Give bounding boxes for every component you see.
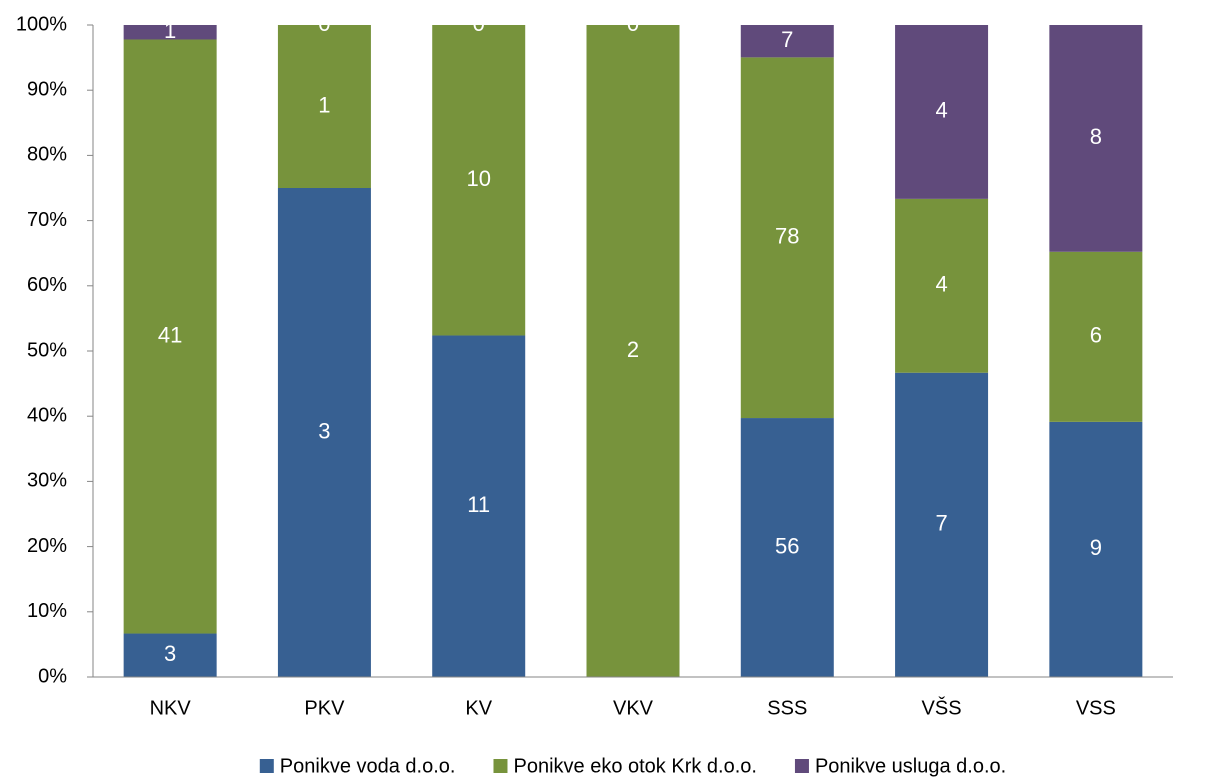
y-tick-label: 80% xyxy=(27,144,67,166)
legend-swatch xyxy=(794,759,809,773)
data-label: 1 xyxy=(318,92,330,117)
data-label: 0 xyxy=(473,11,485,36)
legend-label: Ponikve voda d.o.o. xyxy=(280,755,456,777)
bar-segment xyxy=(123,39,217,634)
data-label: 7 xyxy=(781,27,793,52)
data-label: 8 xyxy=(1090,124,1102,149)
data-label: 0 xyxy=(318,11,330,36)
y-tick-label: 90% xyxy=(27,78,67,100)
data-label: 1 xyxy=(164,18,176,43)
x-tick-label: SSS xyxy=(767,697,807,719)
bar-segment xyxy=(123,25,217,40)
bar-segment xyxy=(740,57,834,419)
bar-segment xyxy=(432,335,526,677)
bar-segment xyxy=(895,198,989,373)
data-label: 2 xyxy=(627,337,639,362)
data-label: 41 xyxy=(158,322,182,347)
bar-segment xyxy=(1049,251,1143,422)
x-tick-label: NKV xyxy=(150,697,192,719)
y-tick-label: 0% xyxy=(38,665,67,687)
x-tick-label: VKV xyxy=(613,697,654,719)
bar-segment xyxy=(123,633,217,677)
y-tick-label: 20% xyxy=(27,535,67,557)
data-label: 4 xyxy=(935,272,947,297)
bar-segment xyxy=(895,372,989,677)
legend-label: Ponikve eko otok Krk d.o.o. xyxy=(513,755,756,777)
legend-label: Ponikve usluga d.o.o. xyxy=(815,755,1006,777)
bar-segment xyxy=(1049,25,1143,252)
x-tick-label: VSS xyxy=(1076,697,1116,719)
y-tick-label: 70% xyxy=(27,209,67,231)
y-tick-label: 10% xyxy=(27,600,67,622)
bar-segment xyxy=(277,25,371,188)
data-label: 78 xyxy=(775,224,799,249)
data-label: 6 xyxy=(1090,323,1102,348)
data-label: 9 xyxy=(1090,535,1102,560)
x-tick-label: VŠS xyxy=(922,696,962,719)
data-label: 0 xyxy=(627,11,639,36)
x-tick-label: KV xyxy=(465,697,492,719)
legend-swatch xyxy=(493,759,508,773)
bar-segment xyxy=(895,25,989,199)
data-label: 11 xyxy=(467,492,490,517)
legend-swatch xyxy=(259,759,274,773)
data-label: 56 xyxy=(775,533,799,558)
bar-segment xyxy=(432,25,526,336)
y-tick-label: 30% xyxy=(27,470,67,492)
x-tick-label: PKV xyxy=(304,697,345,719)
data-label: 3 xyxy=(164,641,176,666)
data-label: 3 xyxy=(318,418,330,443)
bar-segment xyxy=(740,418,834,677)
bar-segment xyxy=(586,25,680,677)
data-label: 10 xyxy=(466,166,490,191)
bar-segment xyxy=(1049,421,1143,677)
bar-segment xyxy=(740,25,834,58)
y-tick-label: 60% xyxy=(27,274,67,296)
data-label: 7 xyxy=(935,511,947,536)
bar-segment xyxy=(277,188,371,677)
data-label: 4 xyxy=(935,98,947,123)
y-tick-label: 40% xyxy=(27,404,67,426)
y-tick-label: 50% xyxy=(27,339,67,361)
y-tick-label: 100% xyxy=(16,13,67,35)
